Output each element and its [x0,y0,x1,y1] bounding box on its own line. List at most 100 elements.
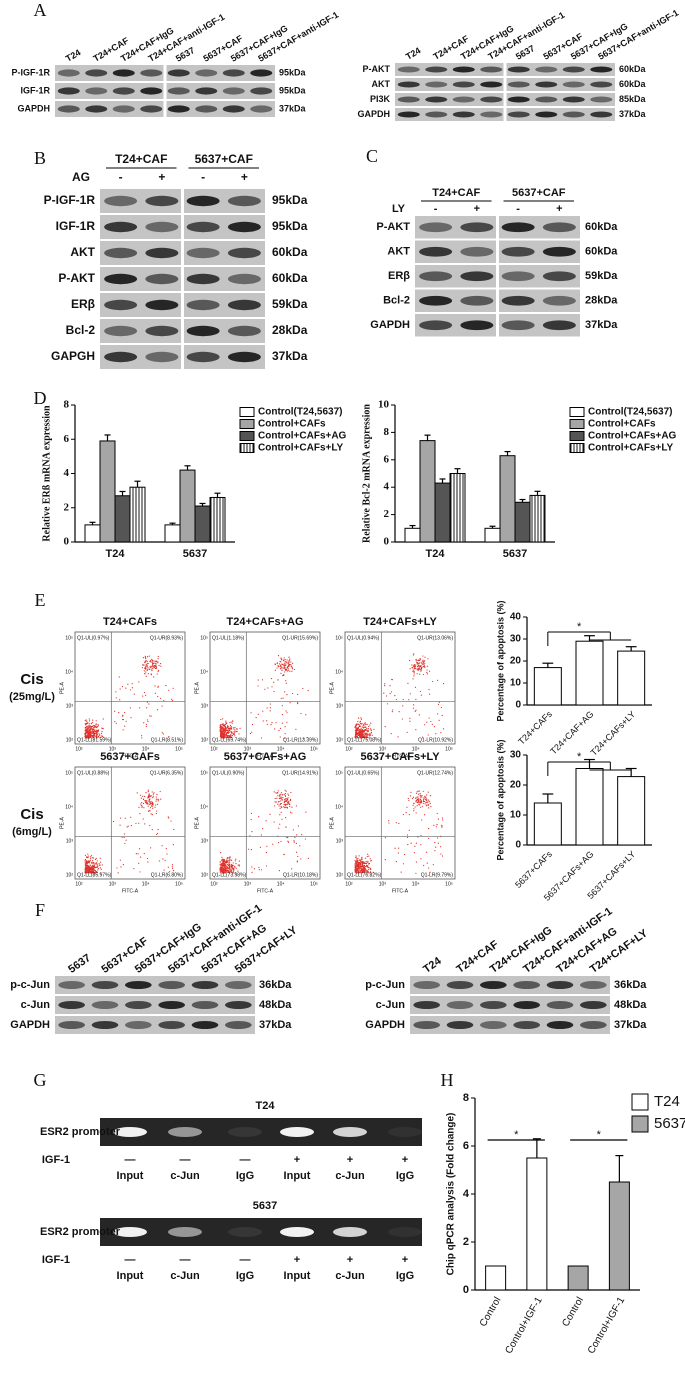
event-dot [90,723,92,725]
event-dot [88,869,91,871]
event-dot [96,866,98,868]
event-dot [90,872,92,874]
event-dot [277,803,279,805]
blot-band [104,247,138,259]
blot-band [562,66,585,73]
event-dot [362,724,365,726]
event-dot [226,871,228,873]
event-dot [236,730,238,733]
event-dot [228,871,230,874]
event-dot [357,866,359,868]
event-dot [363,734,365,736]
event-dot [157,669,160,672]
event-dot [355,732,357,734]
event-dot [417,790,419,792]
event-dot [282,675,284,677]
blot-band [57,69,80,77]
event-dot [87,861,89,864]
row-label: PI3K [370,94,391,104]
blot-strip [410,1016,610,1034]
legend-label: Control+CAFs [588,419,656,430]
legend-swatch [569,431,585,441]
blot-band [480,981,507,989]
event-dot [153,676,155,678]
event-dot [284,789,286,791]
event-dot [86,732,88,734]
event-dot [86,867,88,870]
event-dot [361,726,363,728]
event-dot [365,723,367,726]
event-dot [233,731,235,733]
event-dot [251,731,253,733]
event-dot [151,814,153,816]
event-dot [442,819,444,821]
group-label: T24+CAF [432,187,480,199]
event-dot [96,732,98,734]
event-dot [84,861,86,863]
event-dot [222,859,224,861]
event-dot [150,665,152,667]
event-dot [145,799,147,802]
event-dot [420,802,423,804]
event-dot [92,730,95,733]
event-dot [358,867,360,869]
event-dot [153,660,155,662]
event-dot [356,858,358,860]
sig-star: * [577,751,582,763]
x-tick-label: 10⁴ [142,881,150,887]
event-dot [98,863,100,865]
event-dot [281,722,284,724]
blot-band [425,111,448,118]
blot-band [590,96,613,103]
event-dot [152,793,154,795]
event-dot [413,653,415,655]
event-dot [279,665,282,667]
row-label: GAPDH [365,1019,405,1031]
bar [449,473,466,543]
event-dot [359,737,361,739]
event-dot [433,725,436,728]
blot-band [140,105,163,113]
event-dot [354,859,356,862]
event-dot [145,801,147,803]
event-dot [144,656,147,658]
event-dot [143,670,145,672]
event-dot [411,797,414,800]
event-dot [96,726,98,728]
event-dot [367,730,369,732]
event-dot [229,856,231,858]
event-dot [98,864,100,866]
event-dot [139,856,142,858]
event-dot [221,867,223,869]
blot-band [590,111,613,118]
event-dot [274,728,276,730]
event-dot [224,860,226,863]
event-dot [89,860,91,862]
event-dot [153,792,155,794]
row-label: p-c-Jun [10,979,50,991]
event-dot [289,811,292,813]
event-dot [88,860,90,863]
event-dot [85,724,87,726]
gel-lane: Input [284,1170,311,1182]
event-dot [220,731,222,733]
event-dot [423,814,426,816]
event-dot [157,800,159,802]
event-dot [148,703,150,705]
event-dot [223,872,225,874]
event-dot [219,861,221,863]
blot-band [227,299,261,311]
blot-band [535,111,558,118]
x-tick-label: 10⁵ [310,881,318,887]
event-dot [90,735,92,737]
event-dot [227,859,229,862]
event-dot [141,806,143,809]
event-dot [276,797,278,799]
event-dot [156,673,158,675]
event-dot [89,736,91,738]
event-dot [273,681,275,683]
event-dot [258,866,260,869]
event-dot [403,853,406,856]
event-dot [359,869,361,872]
kda-label: 37kDa [585,319,618,331]
